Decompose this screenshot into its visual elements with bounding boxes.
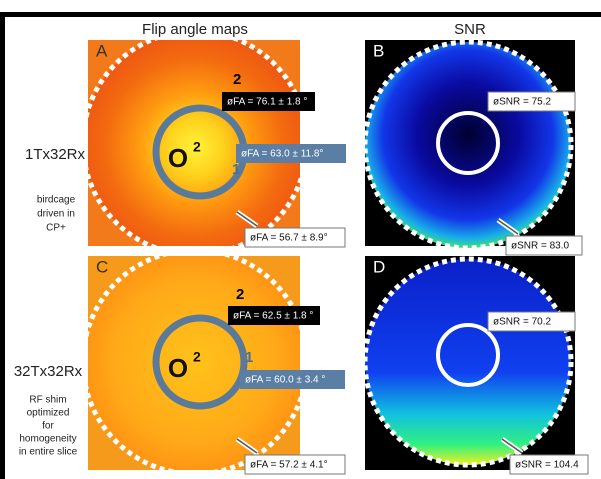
region-number: 2 (236, 286, 244, 303)
map (365, 42, 571, 248)
panel-letter: B (373, 41, 384, 60)
map-image (365, 42, 571, 248)
row-note: in entire slice (19, 447, 78, 458)
map (365, 259, 571, 465)
region-number: 1 (245, 349, 253, 366)
roi-marker-sup: 2 (193, 139, 201, 155)
row-note: for (42, 421, 54, 432)
region-number: 1 (232, 161, 240, 178)
frame-top (0, 12, 601, 17)
row-note: optimized (27, 408, 70, 419)
value-label: øSNR = 104.4 (515, 460, 579, 471)
roi-marker: O (168, 353, 188, 383)
column-header: Flip angle maps (142, 21, 248, 38)
row-label: 32Tx32Rx (14, 363, 83, 380)
panel-letter: A (96, 41, 108, 60)
panel-letter: C (96, 257, 108, 276)
row-note: homogeneity (19, 434, 76, 445)
row-note: RF shim (29, 395, 66, 406)
map-image (365, 259, 571, 465)
panel-letter: D (373, 257, 385, 276)
value-label: øFA = 57.2 ± 4.1° (250, 460, 328, 471)
value-label: øFA = 63.0 ± 11.8° (241, 149, 323, 160)
value-label: øSNR = 83.0 (511, 241, 570, 252)
figure: Flip angle maps SNR 1Tx32Rx birdcage driven … (0, 0, 601, 479)
value-label: øFA = 62.5 ± 1.8 ° (233, 311, 313, 322)
page: Flip angle maps SNR 1Tx32Rx birdcage driven … (0, 0, 601, 479)
value-label: øFA = 60.0 ± 3.4 ° (245, 375, 325, 386)
row-note: CP+ (46, 223, 66, 234)
row-label: 1Tx32Rx (25, 146, 86, 163)
roi-marker: O (168, 143, 188, 173)
panels: Flip angle maps SNR 1Tx32Rx birdcage driven … (14, 21, 588, 474)
value-label: øFA = 56.7 ± 8.9° (250, 233, 328, 244)
roi-marker-sup: 2 (193, 349, 201, 365)
value-label: øSNR = 75.2 (493, 97, 552, 108)
region-number: 2 (233, 71, 241, 88)
value-label: øFA = 76.1 ± 1.8 ° (227, 97, 307, 108)
column-header: SNR (454, 21, 486, 38)
row-note: driven in (37, 209, 75, 220)
frame-left (0, 12, 5, 479)
value-label: øSNR = 70.2 (493, 317, 552, 328)
row-note: birdcage (37, 195, 76, 206)
